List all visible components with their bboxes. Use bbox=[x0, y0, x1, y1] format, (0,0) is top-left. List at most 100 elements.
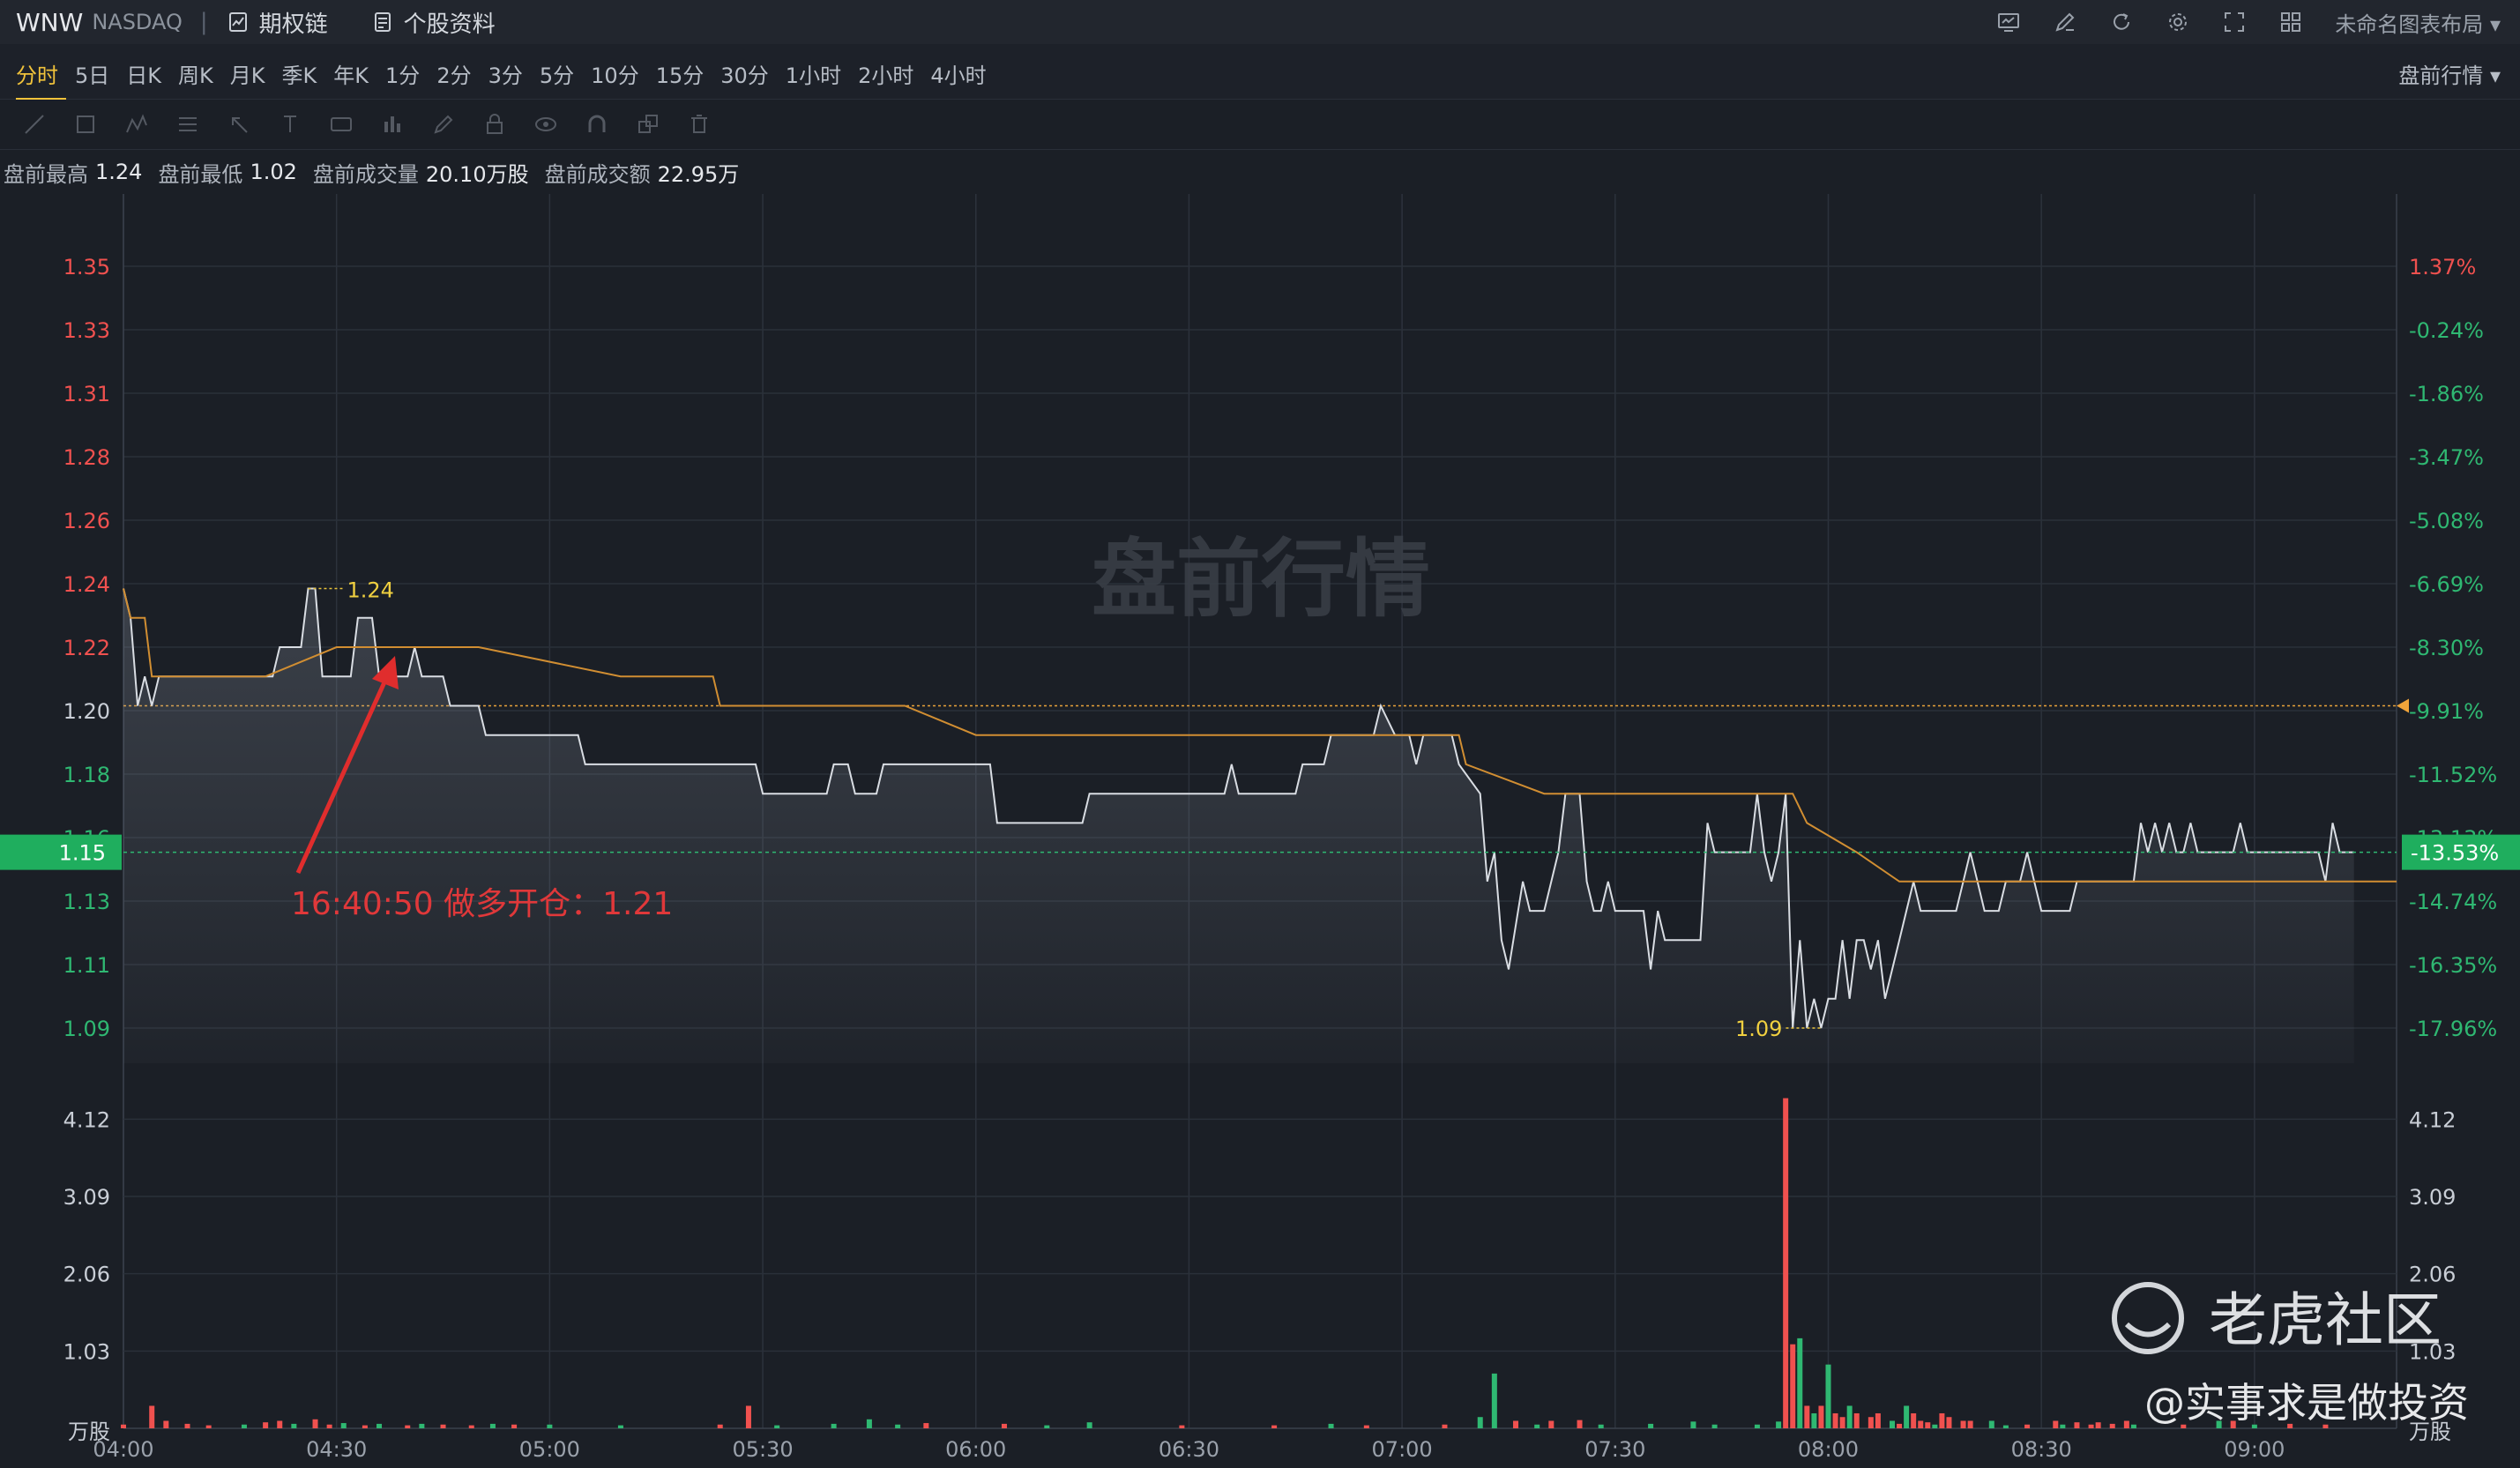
rectangle-tool-icon[interactable] bbox=[72, 111, 99, 138]
period-tab[interactable]: 4小时 bbox=[930, 63, 987, 88]
current-percent-tag bbox=[2402, 834, 2520, 870]
symbol-label: WNW bbox=[16, 7, 84, 37]
volume-bar bbox=[2095, 1422, 2101, 1428]
percent-axis-tick-label: -11.52% bbox=[2409, 763, 2497, 787]
period-tab[interactable]: 3分 bbox=[488, 63, 523, 88]
magnet-icon[interactable] bbox=[584, 111, 610, 138]
period-tab[interactable]: 30分 bbox=[720, 63, 769, 88]
screen-icon[interactable] bbox=[1996, 10, 2021, 34]
volume-bar bbox=[1811, 1412, 1817, 1428]
volume-bar bbox=[1328, 1423, 1334, 1428]
volume-bar bbox=[1832, 1412, 1838, 1428]
price-axis-tick-label: 1.18 bbox=[63, 763, 110, 787]
stock-profile-button[interactable]: 个股资料 bbox=[370, 6, 496, 39]
percent-axis-tick-label: -6.69% bbox=[2409, 572, 2484, 597]
volume-bar bbox=[1548, 1420, 1554, 1428]
volume-bar bbox=[1939, 1412, 1945, 1428]
average-price-line bbox=[123, 588, 2397, 883]
period-tab[interactable]: 季K bbox=[281, 63, 317, 88]
premarket-high-value: 1.24 bbox=[95, 160, 143, 184]
low-marker-label: 1.09 bbox=[1735, 1017, 1782, 1041]
volume-bar bbox=[1911, 1412, 1917, 1428]
x-axis-tick-label: 06:30 bbox=[1159, 1437, 1219, 1462]
volume-bar bbox=[291, 1423, 297, 1428]
pencil-tool-icon[interactable] bbox=[430, 111, 457, 138]
layout-selector[interactable]: 未命名图表布局 ▾ bbox=[2335, 11, 2501, 37]
volume-bar bbox=[1271, 1425, 1278, 1428]
period-tab[interactable]: 分时 bbox=[16, 58, 66, 101]
price-axis-tick-label: 1.31 bbox=[63, 382, 110, 406]
volume-bar bbox=[1598, 1424, 1604, 1428]
volume-bar bbox=[617, 1425, 623, 1428]
price-axis-tick-label: 1.35 bbox=[63, 255, 110, 279]
draw-icon[interactable] bbox=[2053, 10, 2077, 34]
options-chain-button[interactable]: 期权链 bbox=[226, 6, 328, 39]
period-tabs: 分时 5日 日K 周K 月K 季K 年K 1分 2分 3分 5分 10分 15分 30分 1小时 2小时 4小时 bbox=[16, 58, 1003, 101]
fullscreen-icon[interactable] bbox=[2222, 10, 2247, 34]
layers-icon[interactable] bbox=[635, 111, 661, 138]
period-tab[interactable]: 2分 bbox=[436, 63, 472, 88]
period-tab[interactable]: 周K bbox=[178, 63, 213, 88]
current-price-value: 1.15 bbox=[59, 841, 106, 866]
period-tab[interactable]: 2小时 bbox=[858, 63, 914, 88]
volume-bar bbox=[2109, 1423, 2115, 1428]
annotation-arrow-line bbox=[295, 673, 391, 875]
measure-tool-icon[interactable] bbox=[379, 111, 406, 138]
volume-axis-tick-label: 1.03 bbox=[63, 1339, 110, 1364]
lock-icon[interactable] bbox=[481, 111, 508, 138]
options-chain-label: 期权链 bbox=[258, 11, 328, 38]
premarket-high-label: 盘前最高 bbox=[4, 161, 88, 187]
volume-bar bbox=[1918, 1420, 1924, 1428]
volume-bar bbox=[2130, 1424, 2136, 1428]
session-mode-selector[interactable]: 盘前行情 ▾ bbox=[2398, 63, 2501, 88]
period-tab[interactable]: 年K bbox=[333, 63, 369, 88]
percent-axis-tick-label: -3.47% bbox=[2409, 445, 2484, 470]
x-axis-tick-label: 04:30 bbox=[306, 1437, 367, 1462]
x-axis-tick-label: 09:00 bbox=[2224, 1437, 2285, 1462]
exchange-label: NASDAQ bbox=[92, 10, 183, 34]
volume-bar bbox=[1846, 1405, 1853, 1428]
fibonacci-tool-icon[interactable] bbox=[175, 111, 201, 138]
period-tab[interactable]: 1小时 bbox=[785, 63, 842, 88]
volume-bar bbox=[831, 1423, 837, 1428]
volume-bar bbox=[1477, 1417, 1483, 1428]
gear-icon[interactable] bbox=[2166, 10, 2190, 34]
arrow-tool-icon[interactable] bbox=[226, 111, 252, 138]
high-marker-label: 1.24 bbox=[347, 578, 393, 603]
stock-profile-label: 个股资料 bbox=[403, 11, 496, 38]
premarket-low-value: 1.02 bbox=[250, 160, 297, 184]
text-tool-icon[interactable] bbox=[277, 111, 303, 138]
visibility-icon[interactable] bbox=[533, 111, 559, 138]
volume-bar bbox=[1839, 1417, 1845, 1428]
trade-annotation: 16:40:50 做多开仓：1.21 bbox=[291, 886, 673, 922]
volume-bar bbox=[377, 1423, 383, 1428]
volume-bar bbox=[1711, 1424, 1718, 1428]
price-line bbox=[123, 587, 2354, 1029]
volume-bar bbox=[2002, 1425, 2009, 1428]
price-axis-tick-label: 1.13 bbox=[63, 890, 110, 914]
trendline-tool-icon[interactable] bbox=[21, 111, 48, 138]
percent-axis-tick-label: -5.08% bbox=[2409, 509, 2484, 533]
volume-bar bbox=[489, 1423, 496, 1428]
refresh-icon[interactable] bbox=[2109, 10, 2134, 34]
period-tab[interactable]: 1分 bbox=[385, 63, 421, 88]
pattern-tool-icon[interactable] bbox=[123, 111, 150, 138]
intraday-chart[interactable]: 04:00 04:30 05:00 05:30 06:00 06:30 07:00 07:30… bbox=[0, 194, 2520, 1468]
volume-bar bbox=[1825, 1364, 1831, 1428]
premarket-amount-value: 22.95万 bbox=[657, 161, 740, 187]
period-tab[interactable]: 5分 bbox=[539, 63, 575, 88]
period-bar: 分时 5日 日K 周K 月K 季K 年K 1分 2分 3分 5分 10分 15分 30分 1小时 2小时 4小时… bbox=[0, 44, 2520, 101]
period-tab[interactable]: 5日 bbox=[75, 63, 110, 88]
x-axis-tick-label: 07:30 bbox=[1584, 1437, 1645, 1462]
tiger-logo-stripe bbox=[2124, 1322, 2172, 1338]
volume-bar bbox=[1783, 1098, 1789, 1428]
period-tab[interactable]: 10分 bbox=[591, 63, 639, 88]
period-tab[interactable]: 日K bbox=[126, 63, 162, 88]
grid-icon[interactable] bbox=[2278, 10, 2303, 34]
period-tab[interactable]: 15分 bbox=[655, 63, 705, 88]
period-tab[interactable]: 月K bbox=[229, 63, 265, 88]
label-tool-icon[interactable] bbox=[328, 111, 354, 138]
trash-icon[interactable] bbox=[686, 111, 712, 138]
volume-bar bbox=[895, 1424, 901, 1428]
top-bar: WNW NASDAQ | 期权链 个股资料 未命名图表布局 ▾ bbox=[0, 0, 2520, 44]
